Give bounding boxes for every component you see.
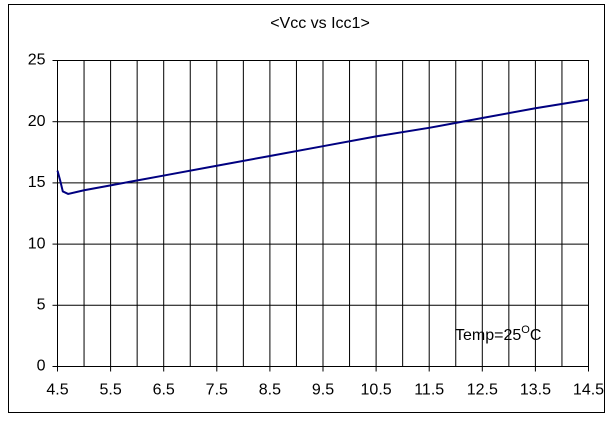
x-tick-label: 5.5 [99, 382, 121, 399]
data-line [56, 98, 589, 195]
x-tick-label: 6.5 [153, 382, 175, 399]
y-tick-label: 15 [28, 174, 46, 191]
y-tick-label: 0 [37, 358, 46, 375]
x-tick-label: 4.5 [46, 382, 68, 399]
x-tick-label: 12.5 [467, 382, 498, 399]
y-tick-label: 5 [37, 297, 46, 314]
annotation-sup: O [521, 324, 530, 336]
y-tick-label: 25 [28, 52, 46, 69]
x-tick-label: 11.5 [414, 382, 444, 399]
x-tick-label: 9.5 [312, 382, 334, 399]
y-tick-label: 10 [28, 235, 46, 252]
chart-title: <Vcc vs Icc1> [270, 15, 370, 32]
x-tick-label: 13.5 [520, 382, 551, 399]
y-tick-label: 20 [28, 113, 46, 130]
x-tick-label: 14.5 [573, 382, 604, 399]
x-tick-label: 7.5 [206, 382, 228, 399]
x-tick-label: 8.5 [259, 382, 281, 399]
x-tick-label: 10.5 [361, 382, 392, 399]
annotation-text: Temp=25 [455, 327, 521, 344]
